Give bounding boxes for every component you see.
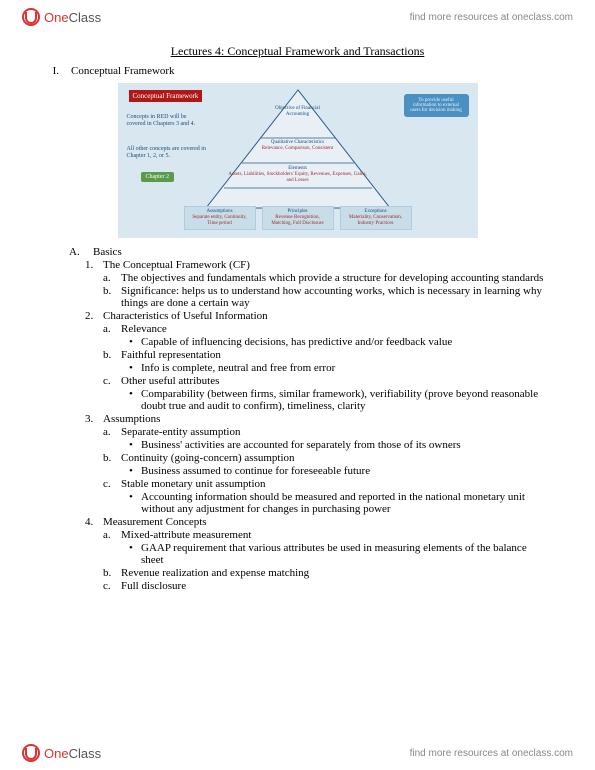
pyramid-cell-assumptions: Assumptions Separate entity, Continuity,… bbox=[184, 206, 256, 230]
pyramid-layer-qualitative: Qualitative Characteristics Relevance, C… bbox=[248, 140, 348, 152]
sub-item-text: Revenue realization and expense matching bbox=[121, 567, 550, 579]
diagram-red-header: Conceptual Framework bbox=[129, 90, 203, 102]
bullet-item: Business' activities are accounted for s… bbox=[141, 439, 550, 451]
diagram-sidenote-1: Concepts in RED will be covered in Chapt… bbox=[127, 114, 207, 128]
brand-logo: OneClass bbox=[22, 8, 101, 26]
diagram-blue-callout: To provide useful information to externa… bbox=[404, 94, 469, 117]
sub-item: Continuity (going-concern) assumptionBus… bbox=[121, 452, 550, 477]
footer-logo-text: OneClass bbox=[44, 746, 101, 761]
bullet-item: Business assumed to continue for foresee… bbox=[141, 465, 550, 477]
diagram-green-tab: Chapter 2 bbox=[141, 172, 175, 182]
outline-heading: Conceptual Framework bbox=[71, 65, 175, 77]
sub-item: Full disclosure bbox=[121, 580, 550, 592]
outline-item: The Conceptual Framework (CF)The objecti… bbox=[103, 259, 550, 309]
sub-item: RelevanceCapable of influencing decision… bbox=[121, 323, 550, 348]
sub-item-text: Faithful representation bbox=[121, 349, 550, 361]
logo-text: OneClass bbox=[44, 10, 101, 25]
bullet-item: Capable of influencing decisions, has pr… bbox=[141, 336, 550, 348]
outline-row: I. Conceptual Framework bbox=[45, 65, 550, 77]
pyramid-layer-elements: Elements Assets, Liabilities, Stockholde… bbox=[228, 166, 368, 184]
sub-item-text: Significance: helps us to understand how… bbox=[121, 285, 550, 309]
sub-item-text: Stable monetary unit assumption bbox=[121, 478, 550, 490]
bullet-item: Accounting information should be measure… bbox=[141, 491, 550, 515]
sub-item: Significance: helps us to understand how… bbox=[121, 285, 550, 309]
bullet-item: Comparability (between firms, similar fr… bbox=[141, 388, 550, 412]
header-tagline: find more resources at oneclass.com bbox=[410, 12, 573, 23]
footer-tagline: find more resources at oneclass.com bbox=[410, 748, 573, 759]
page-title: Lectures 4: Conceptual Framework and Tra… bbox=[45, 44, 550, 59]
section-title: Basics bbox=[93, 246, 122, 258]
pyramid-bottom-row: Assumptions Separate entity, Continuity,… bbox=[184, 206, 412, 230]
sub-item: Mixed-attribute measurementGAAP requirem… bbox=[121, 529, 550, 566]
sub-item-text: Continuity (going-concern) assumption bbox=[121, 452, 550, 464]
sub-item-text: Full disclosure bbox=[121, 580, 550, 592]
sub-item-text: Mixed-attribute measurement bbox=[121, 529, 550, 541]
section-letter: A. bbox=[69, 246, 83, 258]
sub-item: Revenue realization and expense matching bbox=[121, 567, 550, 579]
outline-item: Characteristics of Useful InformationRel… bbox=[103, 310, 550, 412]
outline-list: The Conceptual Framework (CF)The objecti… bbox=[45, 259, 550, 592]
bullet-item: Info is complete, neutral and free from … bbox=[141, 362, 550, 374]
logo-icon bbox=[22, 744, 40, 762]
sub-item: Separate-entity assumptionBusiness' acti… bbox=[121, 426, 550, 451]
outline-item: AssumptionsSeparate-entity assumptionBus… bbox=[103, 413, 550, 515]
page-footer: OneClass find more resources at oneclass… bbox=[0, 736, 595, 770]
sub-item: Faithful representationInfo is complete,… bbox=[121, 349, 550, 374]
roman-numeral: I. bbox=[45, 65, 59, 77]
pyramid-layer-objective: Objective of Financial Accounting bbox=[268, 106, 328, 118]
document-content: Lectures 4: Conceptual Framework and Tra… bbox=[0, 34, 595, 592]
pyramid-cell-exceptions: Exceptions Materiality, Conservatism, In… bbox=[340, 206, 412, 230]
item-title: Measurement Concepts bbox=[103, 516, 550, 528]
sub-item: The objectives and fundamentals which pr… bbox=[121, 272, 550, 284]
pyramid-cell-principles: Principles Revenue Recognition, Matching… bbox=[262, 206, 334, 230]
item-title: The Conceptual Framework (CF) bbox=[103, 259, 550, 271]
footer-brand-logo: OneClass bbox=[22, 744, 101, 762]
sub-item-text: Relevance bbox=[121, 323, 550, 335]
item-title: Characteristics of Useful Information bbox=[103, 310, 550, 322]
sub-item: Other useful attributesComparability (be… bbox=[121, 375, 550, 412]
conceptual-framework-diagram: Conceptual Framework Concepts in RED wil… bbox=[118, 83, 478, 238]
sub-item-text: The objectives and fundamentals which pr… bbox=[121, 272, 550, 284]
bullet-item: GAAP requirement that various attributes… bbox=[141, 542, 550, 566]
outline-item: Measurement ConceptsMixed-attribute meas… bbox=[103, 516, 550, 592]
page-header: OneClass find more resources at oneclass… bbox=[0, 0, 595, 34]
diagram-sidenote-2: All other concepts are covered in Chapte… bbox=[127, 146, 207, 160]
sub-item-text: Other useful attributes bbox=[121, 375, 550, 387]
item-title: Assumptions bbox=[103, 413, 550, 425]
sub-item: Stable monetary unit assumptionAccountin… bbox=[121, 478, 550, 515]
sub-item-text: Separate-entity assumption bbox=[121, 426, 550, 438]
section-A: A. Basics bbox=[45, 246, 550, 258]
logo-icon bbox=[22, 8, 40, 26]
